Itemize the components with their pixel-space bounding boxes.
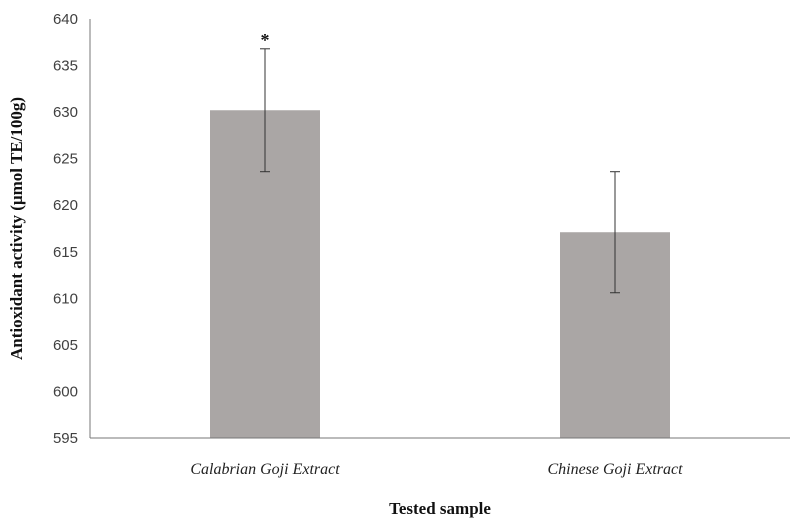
significance-annotations: * xyxy=(261,30,270,50)
y-tick-label: 625 xyxy=(53,151,78,168)
significance-marker: * xyxy=(261,30,270,50)
y-tick-label: 615 xyxy=(53,244,78,261)
x-axis-title: Tested sample xyxy=(389,499,491,518)
error-bar xyxy=(610,171,620,294)
bars xyxy=(210,110,670,438)
y-axis-title: Antioxidant activity (µmol TE/100g) xyxy=(7,97,26,360)
error-bars xyxy=(260,48,620,294)
x-category-label: Calabrian Goji Extract xyxy=(190,461,340,478)
y-axis-ticks: 595 600 605 610 615 620 625 630 635 640 xyxy=(53,11,78,447)
y-tick-label: 640 xyxy=(53,11,78,28)
x-axis-categories: Calabrian Goji Extract Chinese Goji Extra… xyxy=(190,461,683,478)
y-tick-label: 620 xyxy=(53,197,78,214)
y-tick-label: 605 xyxy=(53,337,78,354)
y-tick-label: 595 xyxy=(53,430,78,447)
y-tick-label: 600 xyxy=(53,383,78,400)
y-tick-label: 635 xyxy=(53,58,78,75)
y-tick-label: 610 xyxy=(53,290,78,307)
y-tick-label: 630 xyxy=(53,104,78,121)
error-bar xyxy=(260,48,270,173)
x-category-label: Chinese Goji Extract xyxy=(547,461,683,478)
